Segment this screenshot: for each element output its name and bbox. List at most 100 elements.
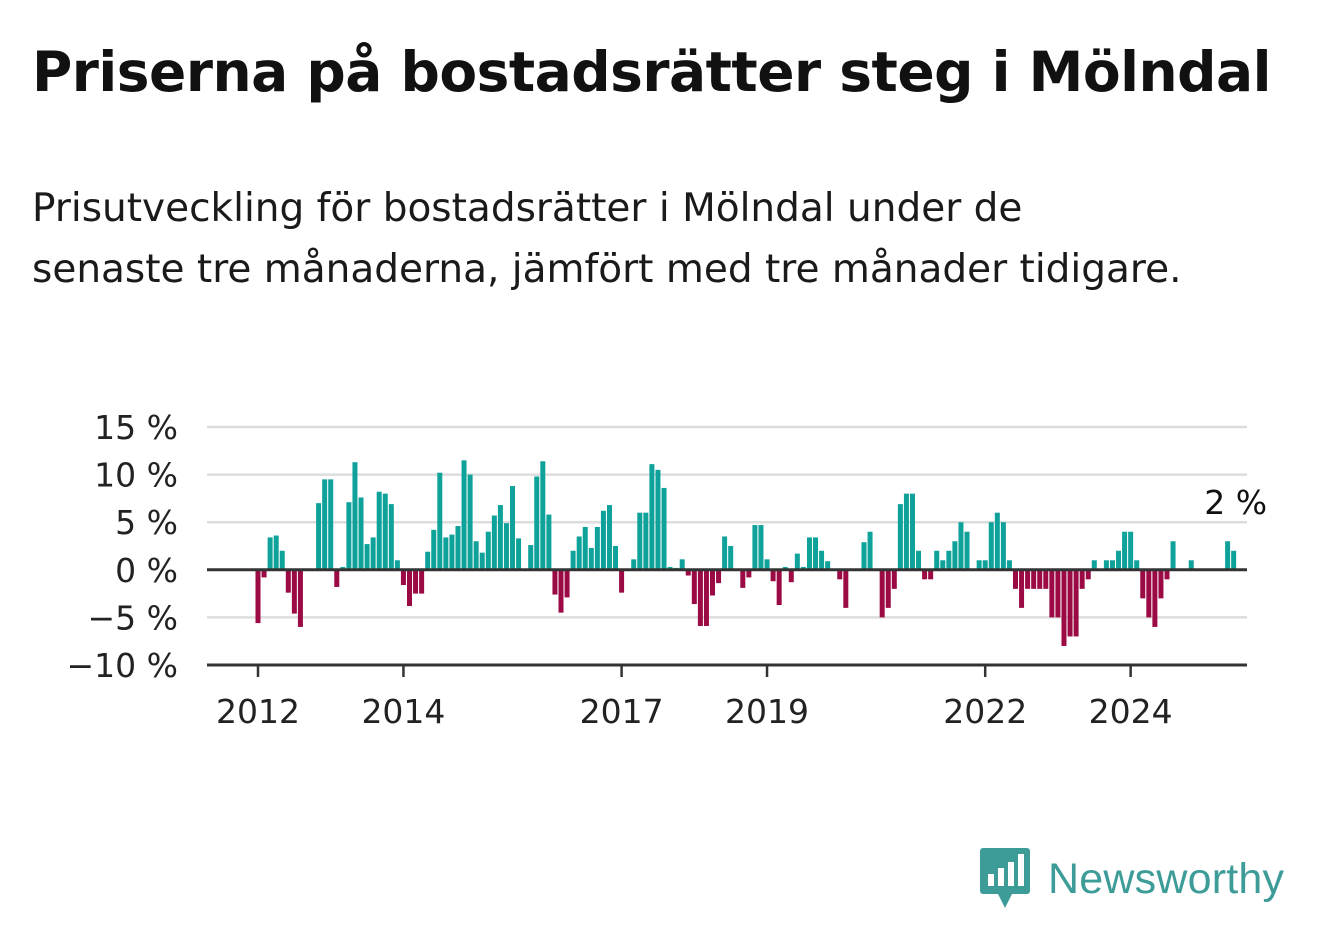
bar	[1043, 569, 1049, 589]
bar	[1049, 569, 1055, 618]
bar	[285, 569, 291, 593]
bar	[297, 569, 303, 627]
bar	[1134, 560, 1140, 570]
bar	[788, 569, 794, 583]
bar	[479, 552, 485, 570]
x-tick-label: 2022	[943, 692, 1027, 731]
newsworthy-logo-icon	[980, 848, 1030, 908]
bar	[825, 561, 831, 570]
bar	[552, 569, 558, 595]
bar	[431, 529, 437, 570]
bar	[516, 538, 522, 570]
chart-title: Priserna på bostadsrätter steg i Mölndal	[32, 40, 1272, 104]
bar	[1231, 550, 1237, 570]
bar	[570, 550, 576, 570]
bar	[764, 559, 770, 570]
bar	[1225, 541, 1231, 570]
bar	[376, 491, 382, 570]
bar	[1085, 569, 1091, 580]
bar	[940, 560, 946, 570]
bar	[528, 545, 534, 570]
bar	[976, 560, 982, 570]
bar	[576, 536, 582, 570]
bar	[946, 550, 952, 570]
bar	[588, 547, 594, 570]
bar	[964, 531, 970, 570]
bar	[364, 544, 370, 570]
bar	[903, 493, 909, 570]
bar	[891, 569, 897, 589]
bar	[819, 550, 825, 570]
y-tick-label: 10 %	[94, 456, 178, 495]
bar	[291, 569, 297, 614]
bar	[794, 553, 800, 570]
bar	[697, 569, 703, 626]
bar	[934, 550, 940, 570]
bar	[716, 569, 722, 584]
y-tick-label: −5 %	[88, 598, 179, 637]
bar	[1158, 569, 1164, 599]
bar	[473, 541, 479, 570]
bar	[1025, 569, 1031, 589]
bar	[394, 560, 400, 570]
y-tick-label: 15 %	[94, 408, 178, 447]
bar	[619, 569, 625, 593]
bar	[546, 514, 552, 570]
bar	[413, 569, 419, 594]
bar	[1109, 560, 1115, 570]
bar	[916, 550, 922, 570]
bar	[564, 569, 570, 598]
bar	[407, 569, 412, 606]
bar	[897, 504, 903, 570]
y-tick-label: 5 %	[115, 503, 178, 542]
x-tick-label: 2019	[725, 692, 809, 731]
bar	[1006, 560, 1012, 570]
bar	[740, 569, 746, 588]
bar	[534, 476, 540, 570]
bar	[837, 569, 843, 580]
bar	[1170, 541, 1176, 570]
x-axis-labels: 2012 2014 2017 2019 2022 2024	[216, 665, 1173, 731]
bar	[909, 493, 915, 570]
bar	[703, 569, 709, 626]
bar	[1079, 569, 1085, 589]
newsworthy-logo: Newsworthy	[980, 848, 1284, 910]
bar	[449, 534, 455, 570]
bar	[928, 569, 934, 580]
bar	[685, 569, 691, 576]
y-axis-labels: 15 % 10 % 5 % 0 % −5 % −10 %	[67, 408, 179, 685]
bar	[982, 560, 988, 570]
last-value-label: 2 %	[1204, 483, 1267, 522]
bar	[322, 479, 328, 570]
x-tick-label: 2017	[580, 692, 664, 731]
bar	[1055, 569, 1061, 618]
bar	[261, 569, 267, 578]
bar	[710, 569, 715, 596]
bar	[1067, 569, 1073, 637]
bar	[746, 569, 752, 578]
bar	[1164, 569, 1170, 580]
bar	[273, 535, 279, 570]
bar	[582, 526, 588, 570]
bar	[352, 462, 358, 570]
bar	[370, 537, 376, 570]
bar	[485, 531, 491, 570]
bar	[867, 531, 873, 570]
bar	[922, 569, 928, 580]
bar	[649, 464, 655, 570]
bar	[637, 512, 643, 570]
bar	[1122, 531, 1128, 570]
bar	[388, 504, 394, 570]
bar	[1103, 560, 1109, 570]
bar	[425, 551, 431, 570]
bar	[752, 525, 758, 570]
bar	[1128, 531, 1134, 570]
bar	[1116, 550, 1122, 570]
bar	[722, 536, 728, 570]
bar	[437, 472, 443, 570]
bar	[267, 537, 273, 570]
bar	[879, 569, 885, 618]
bar	[334, 569, 340, 587]
bar	[279, 550, 285, 570]
